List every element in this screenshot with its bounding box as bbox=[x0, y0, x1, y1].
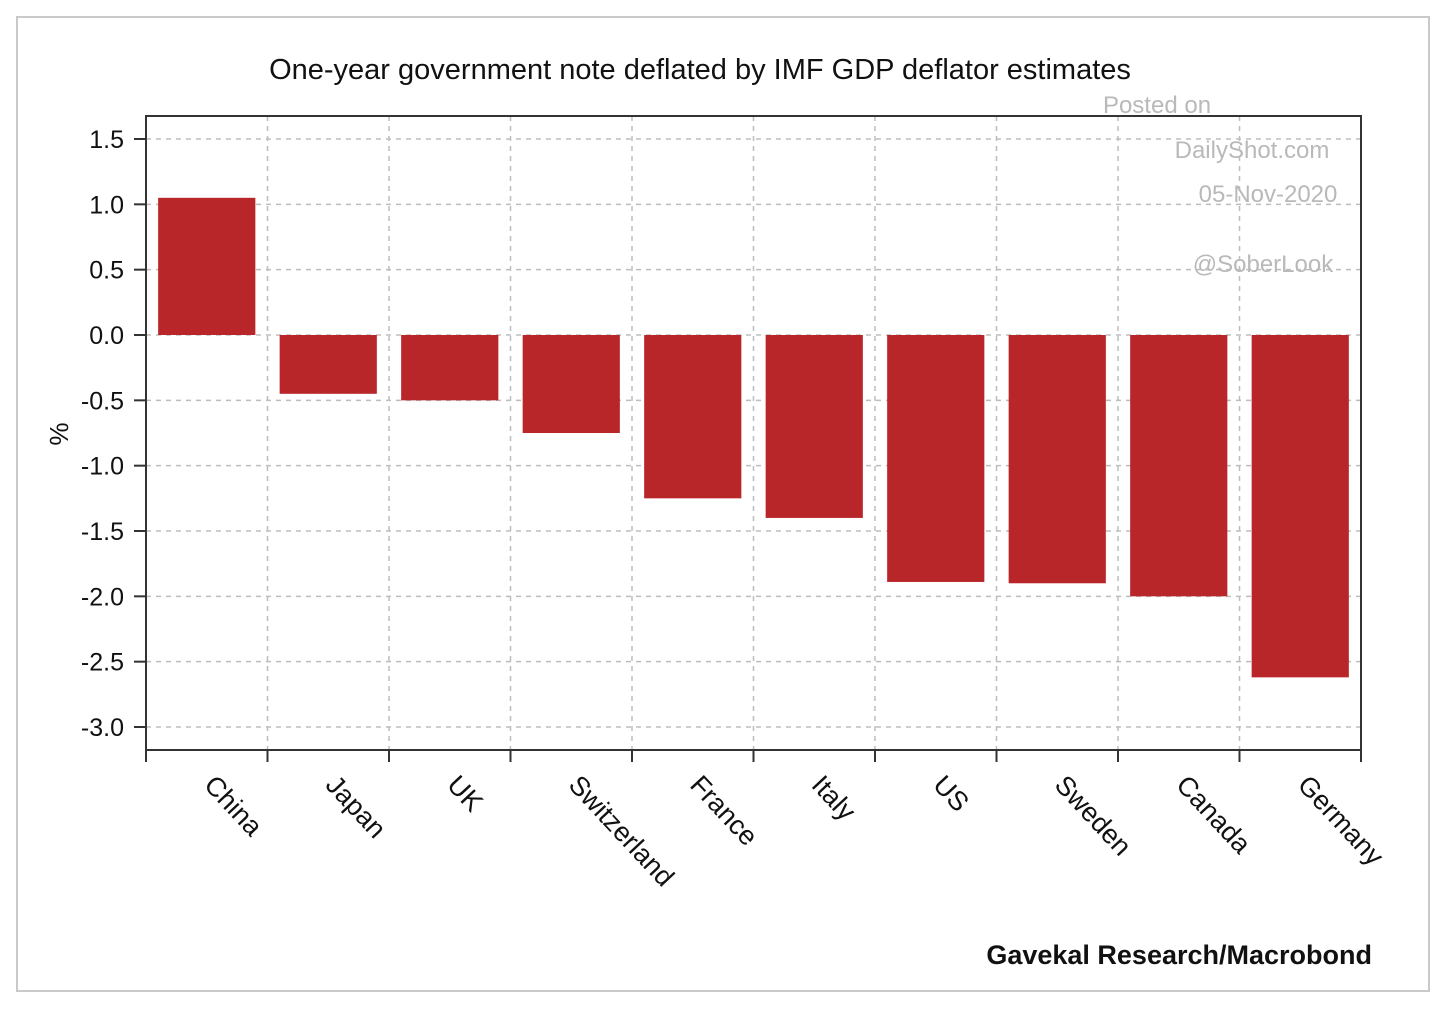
y-tick-label: -1.0 bbox=[81, 453, 124, 481]
x-tick-label: Italy bbox=[806, 770, 862, 827]
x-tick-label: Germany bbox=[1292, 770, 1390, 872]
y-tick-label: 1.5 bbox=[89, 126, 124, 154]
bar-germany bbox=[1251, 335, 1349, 678]
x-tick-label: Sweden bbox=[1049, 770, 1137, 862]
source-label: Gavekal Research/Macrobond bbox=[986, 940, 1372, 970]
x-tick-label: Japan bbox=[320, 770, 392, 844]
y-tick-label: 0.0 bbox=[89, 322, 124, 350]
y-tick-label: -2.0 bbox=[81, 583, 124, 611]
y-tick-label: 1.0 bbox=[89, 191, 124, 219]
bar-sweden bbox=[1008, 335, 1106, 584]
watermark-line2: DailyShot.com bbox=[1175, 137, 1330, 164]
y-tick-label: -2.5 bbox=[81, 649, 124, 677]
bar-japan bbox=[279, 335, 377, 394]
bar-us bbox=[887, 335, 985, 582]
y-axis-label: % bbox=[44, 422, 74, 445]
y-axis-ticks: 1.5 1.0 0.5 0.0 -0.5 -1.0 -1.5 -2.0 -2.5 -3.0 bbox=[81, 126, 146, 742]
bar-canada bbox=[1130, 335, 1228, 597]
watermark: Posted on DailyShot.com 05-Nov-2020 @Sob… bbox=[1103, 92, 1337, 278]
x-tick-label: China bbox=[198, 770, 269, 843]
bar-uk bbox=[401, 335, 499, 401]
bar-china bbox=[158, 197, 256, 335]
y-tick-label: -3.0 bbox=[81, 714, 124, 742]
watermark-line3: 05-Nov-2020 bbox=[1199, 181, 1338, 208]
y-tick-label: 0.5 bbox=[89, 257, 124, 285]
bar-italy bbox=[765, 335, 863, 518]
bar-france bbox=[644, 335, 742, 499]
y-tick-label: -0.5 bbox=[81, 387, 124, 415]
x-tick-label: US bbox=[927, 770, 975, 818]
x-tick-label: Switzerland bbox=[563, 770, 680, 893]
x-tick-label: France bbox=[684, 770, 763, 852]
bar-switzerland bbox=[522, 335, 620, 433]
bars bbox=[158, 197, 1349, 678]
x-tick-label: UK bbox=[441, 770, 489, 818]
watermark-line1: Posted on bbox=[1103, 92, 1211, 119]
x-tick-label: Canada bbox=[1170, 770, 1257, 860]
watermark-handle: @SoberLook bbox=[1193, 251, 1334, 278]
y-tick-label: -1.5 bbox=[81, 518, 124, 546]
chart-title: One-year government note deflated by IMF… bbox=[269, 54, 1131, 86]
x-axis: China Japan UK Switzerland France Italy US Swed… bbox=[145, 750, 1390, 893]
